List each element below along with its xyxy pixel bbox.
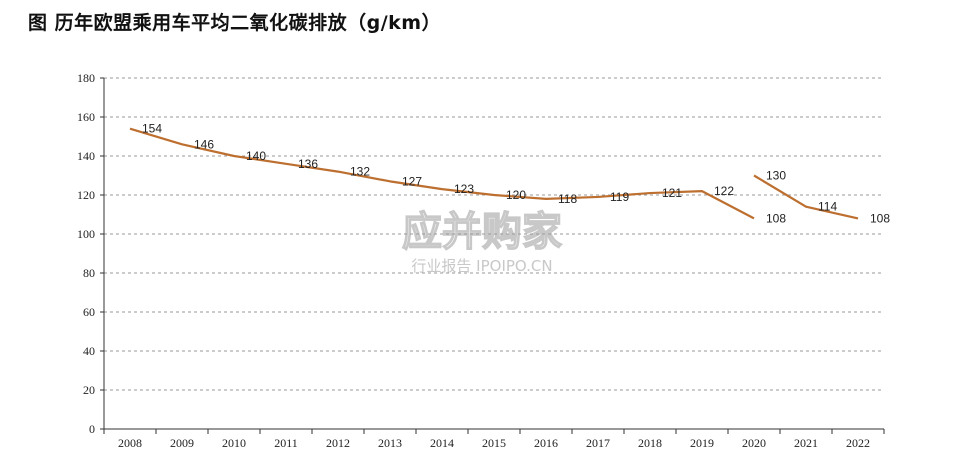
y-tick-label: 180 [77, 71, 95, 85]
data-label: 121 [662, 186, 682, 200]
data-label: 127 [402, 174, 422, 188]
x-tick-label: 2009 [170, 436, 194, 450]
x-tick-label: 2020 [742, 436, 766, 450]
y-tick-label: 100 [77, 227, 95, 241]
x-tick-label: 2022 [846, 436, 870, 450]
y-tick-label: 20 [83, 383, 95, 397]
y-tick-label: 0 [89, 422, 95, 436]
y-tick-label: 80 [83, 266, 95, 280]
y-tick-label: 40 [83, 344, 95, 358]
x-tick-label: 2013 [378, 436, 402, 450]
data-label: 154 [142, 122, 162, 136]
data-label: 120 [506, 188, 526, 202]
x-tick-label: 2016 [534, 436, 558, 450]
x-tick-label: 2014 [430, 436, 454, 450]
x-tick-label: 2019 [690, 436, 714, 450]
y-tick-label: 60 [83, 305, 95, 319]
data-label: 136 [298, 157, 318, 171]
x-tick-label: 2010 [222, 436, 246, 450]
watermark-logo-text: 应并购家 [402, 209, 562, 255]
chart-title: 图 历年欧盟乘用车平均二氧化碳排放（g/km） [28, 12, 442, 34]
x-tick-label: 2011 [274, 436, 298, 450]
data-label: 119 [610, 190, 629, 204]
x-tick-label: 2017 [586, 436, 610, 450]
data-label: 123 [454, 182, 474, 196]
data-label: 118 [558, 192, 577, 206]
data-label: 114 [818, 200, 837, 214]
x-tick-label: 2012 [326, 436, 350, 450]
y-tick-label: 120 [77, 188, 95, 202]
watermark-subtext: 行业报告 IPOIPO.CN [411, 257, 552, 275]
data-label: 132 [350, 165, 370, 179]
data-label: 108 [766, 211, 786, 225]
data-label: 130 [766, 169, 786, 183]
data-label: 108 [870, 211, 890, 225]
series-line-segment-1 [129, 127, 755, 220]
x-tick-label: 2021 [794, 436, 818, 450]
y-tick-label: 140 [77, 149, 95, 163]
x-tick-label: 2015 [482, 436, 506, 450]
x-tick-label: 2008 [118, 436, 142, 450]
data-label: 122 [714, 184, 734, 198]
data-label: 140 [246, 149, 266, 163]
data-label: 146 [194, 137, 214, 151]
x-tick-label: 2018 [638, 436, 662, 450]
series-line-segment-2 [753, 174, 859, 220]
y-tick-label: 160 [77, 110, 95, 124]
